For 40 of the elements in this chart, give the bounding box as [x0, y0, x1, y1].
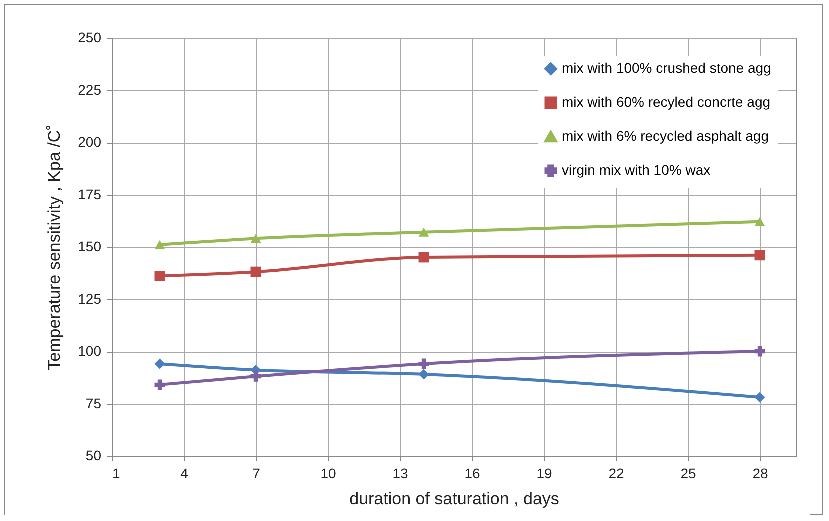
- point: [154, 380, 166, 390]
- point: [154, 358, 166, 370]
- point: [418, 252, 430, 263]
- point: [418, 228, 430, 237]
- y-tick-label: 50: [86, 448, 102, 464]
- legend-label: virgin mix with 10% wax: [562, 162, 711, 178]
- point: [154, 271, 166, 282]
- point: [754, 346, 766, 357]
- y-tick-label: 150: [78, 238, 102, 254]
- y-tick-label: 125: [78, 290, 102, 307]
- y-axis-title: Temperature sensitivity , Kpa /C˚: [45, 124, 64, 370]
- legend-label: mix with 100% crushed stone agg: [562, 60, 772, 76]
- y-tick-label: 75: [86, 395, 102, 412]
- x-tick-label: 22: [608, 466, 624, 482]
- point: [250, 266, 262, 278]
- point: [418, 369, 430, 380]
- x-tick-label: 25: [680, 466, 696, 482]
- point: [754, 250, 766, 261]
- y-tick-label: 175: [78, 186, 102, 202]
- x-tick-label: 7: [252, 466, 261, 482]
- point: [154, 240, 166, 250]
- legend-label: mix with 60% recyled concrte agg: [562, 94, 771, 110]
- y-tick-label: 100: [78, 343, 102, 359]
- x-tick-label: 28: [752, 466, 768, 482]
- x-tick-label: 1: [112, 466, 120, 482]
- x-axis-title: duration of saturation , days: [350, 490, 560, 508]
- point: [754, 392, 766, 403]
- point: [250, 234, 262, 244]
- legend-label: mix with 6% recycled asphalt agg: [562, 128, 769, 144]
- y-tick-label: 200: [78, 134, 102, 150]
- point: [418, 358, 430, 370]
- x-tick-label: 19: [536, 466, 552, 482]
- y-tick-label: 225: [78, 82, 102, 98]
- x-tick-label: 13: [392, 466, 408, 482]
- point: [250, 371, 262, 382]
- x-tick-label: 10: [320, 466, 336, 482]
- x-tick-label: 4: [180, 466, 189, 482]
- y-tick-label: 250: [78, 30, 102, 46]
- point: [754, 217, 766, 226]
- x-tick-label: 16: [464, 466, 480, 482]
